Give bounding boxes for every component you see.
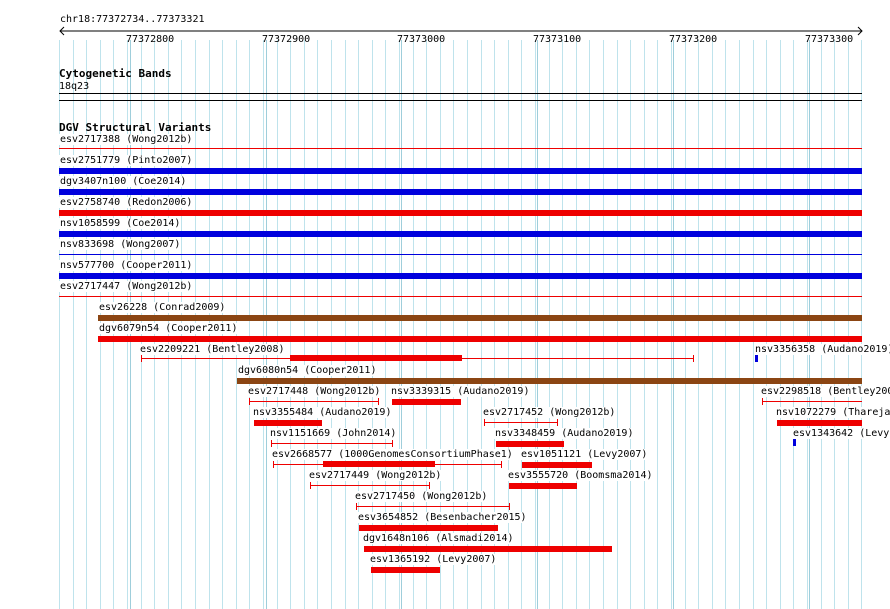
dgv-feature-label[interactable]: nsv1151669 (John2014) (269, 428, 398, 439)
dgv-feature-end-tick[interactable] (249, 398, 250, 405)
dgv-feature-label[interactable]: nsv3355484 (Audano2019) (252, 407, 393, 418)
dgv-feature-bar[interactable] (496, 441, 564, 447)
ruler-tick-label: 77372800 (126, 34, 175, 45)
track-separator (59, 100, 862, 101)
dgv-feature-label[interactable]: esv2758740 (Redon2006) (59, 197, 194, 208)
dgv-feature-label[interactable]: nsv3339315 (Audano2019) (390, 386, 531, 397)
dgv-feature-end-tick[interactable] (509, 503, 510, 510)
dgv-feature-label[interactable]: esv2717449 (Wong2012b) (308, 470, 443, 481)
dgv-feature-line[interactable] (484, 422, 558, 423)
dgv-feature-bar[interactable] (59, 210, 862, 216)
dgv-feature-label[interactable]: esv1051121 (Levy2007) (520, 449, 649, 460)
dgv-feature-bar[interactable] (59, 168, 862, 174)
dgv-feature-label[interactable]: esv3555720 (Boomsma2014) (507, 470, 654, 481)
dgv-track-title: DGV Structural Variants (59, 121, 212, 134)
dgv-feature-label[interactable]: nsv1072279 (Thareja2015) (775, 407, 890, 418)
dgv-feature-label[interactable]: esv2717452 (Wong2012b) (482, 407, 617, 418)
ruler-axis (59, 26, 863, 36)
cytoband-label[interactable]: 18q23 (59, 81, 90, 92)
dgv-feature-bar[interactable] (777, 420, 862, 426)
dgv-feature-end-tick[interactable] (271, 440, 272, 447)
dgv-feature-line[interactable] (59, 254, 862, 255)
dgv-feature-label[interactable]: esv2717450 (Wong2012b) (354, 491, 489, 502)
dgv-feature-end-tick[interactable] (141, 355, 142, 362)
dgv-feature-bar[interactable] (59, 189, 862, 195)
dgv-feature-label[interactable]: nsv3348459 (Audano2019) (494, 428, 635, 439)
dgv-feature-label[interactable]: esv1365192 (Levy2007) (369, 554, 498, 565)
dgv-feature-bar[interactable] (392, 399, 461, 405)
dgv-feature-bar[interactable] (323, 461, 435, 467)
dgv-feature-label[interactable]: nsv1058599 (Coe2014) (59, 218, 182, 229)
dgv-feature-label[interactable]: esv2751779 (Pinto2007) (59, 155, 194, 166)
dgv-feature-line[interactable] (59, 296, 862, 297)
dgv-feature-end-tick[interactable] (378, 398, 379, 405)
cytoband-track-title: Cytogenetic Bands (59, 67, 172, 80)
dgv-feature-bar[interactable] (237, 378, 862, 384)
cytoband-bar[interactable] (59, 93, 862, 94)
dgv-feature-end-tick[interactable] (429, 482, 430, 489)
ruler-tick-label: 77373000 (397, 34, 446, 45)
dgv-feature-line[interactable] (356, 506, 510, 507)
dgv-feature-label[interactable]: esv2717448 (Wong2012b) (247, 386, 382, 397)
dgv-feature-bar[interactable] (98, 336, 862, 342)
dgv-feature-end-tick[interactable] (557, 419, 558, 426)
dgv-feature-bar[interactable] (98, 315, 862, 321)
dgv-feature-line[interactable] (249, 401, 379, 402)
dgv-feature-bar[interactable] (755, 355, 758, 362)
dgv-feature-end-tick[interactable] (273, 461, 274, 468)
dgv-feature-line[interactable] (271, 443, 393, 444)
dgv-feature-label[interactable]: esv2717447 (Wong2012b) (59, 281, 194, 292)
dgv-feature-label[interactable]: esv2298518 (Bentley2008) (760, 386, 890, 397)
dgv-feature-label[interactable]: esv2717388 (Wong2012b) (59, 134, 194, 145)
dgv-feature-label[interactable]: dgv6079n54 (Cooper2011) (98, 323, 239, 334)
dgv-feature-bar[interactable] (364, 546, 612, 552)
dgv-feature-label[interactable]: esv1343642 (Levy2007) (792, 428, 890, 439)
dgv-feature-end-tick[interactable] (693, 355, 694, 362)
dgv-feature-line[interactable] (762, 401, 862, 402)
dgv-feature-bar[interactable] (359, 525, 498, 531)
ruler-tick-label: 77372900 (262, 34, 311, 45)
ruler-tick-label: 77373200 (669, 34, 718, 45)
dgv-feature-bar[interactable] (59, 231, 862, 237)
dgv-feature-end-tick[interactable] (356, 503, 357, 510)
dgv-feature-bar[interactable] (509, 483, 577, 489)
dgv-feature-line[interactable] (310, 485, 430, 486)
dgv-feature-bar[interactable] (371, 567, 440, 573)
dgv-feature-label[interactable]: nsv3356358 (Audano2019) (754, 344, 890, 355)
dgv-feature-label[interactable]: esv26228 (Conrad2009) (98, 302, 227, 313)
dgv-feature-bar[interactable] (290, 355, 462, 361)
dgv-feature-bar[interactable] (59, 273, 862, 279)
dgv-feature-label[interactable]: esv2209221 (Bentley2008) (139, 344, 286, 355)
dgv-feature-label[interactable]: dgv1648n106 (Alsmadi2014) (362, 533, 515, 544)
dgv-feature-bar[interactable] (793, 439, 796, 446)
dgv-feature-end-tick[interactable] (484, 419, 485, 426)
dgv-feature-end-tick[interactable] (501, 461, 502, 468)
dgv-feature-label[interactable]: esv2668577 (1000GenomesConsortiumPhase1) (271, 449, 514, 460)
ruler-tick-label: 77373300 (805, 34, 854, 45)
dgv-feature-label[interactable]: dgv3407n100 (Coe2014) (59, 176, 188, 187)
dgv-feature-label[interactable]: dgv6080n54 (Cooper2011) (237, 365, 378, 376)
dgv-feature-bar[interactable] (254, 420, 322, 426)
dgv-feature-line[interactable] (59, 148, 862, 149)
dgv-feature-label[interactable]: nsv577700 (Cooper2011) (59, 260, 194, 271)
ruler-tick-label: 77373100 (533, 34, 582, 45)
dgv-feature-label[interactable]: nsv833698 (Wong2007) (59, 239, 182, 250)
ruler-position: chr18:77372734..77373321 (60, 14, 205, 25)
dgv-feature-end-tick[interactable] (310, 482, 311, 489)
dgv-feature-end-tick[interactable] (762, 398, 763, 405)
dgv-feature-label[interactable]: esv3654852 (Besenbacher2015) (357, 512, 528, 523)
dgv-feature-end-tick[interactable] (392, 440, 393, 447)
dgv-feature-bar[interactable] (522, 462, 592, 468)
